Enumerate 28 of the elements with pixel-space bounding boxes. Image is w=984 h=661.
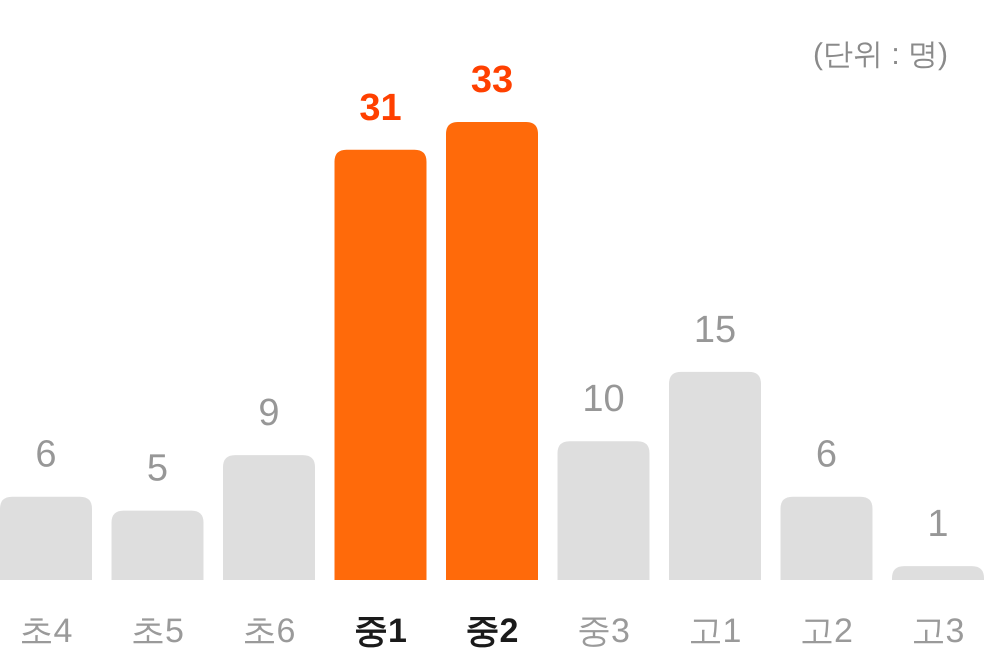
bar xyxy=(446,122,538,580)
data-label: 15 xyxy=(694,308,736,351)
data-label: 33 xyxy=(470,59,514,101)
x-tick-label: 초6 xyxy=(242,612,296,650)
x-tick-label: 중2 xyxy=(466,612,518,650)
x-tick-label: 초4 xyxy=(20,612,72,650)
text: (단위 : 명) xyxy=(813,38,948,71)
data-label: 6 xyxy=(816,434,838,476)
x-tick-label: 중3 xyxy=(577,612,630,650)
data-label: 1 xyxy=(927,503,949,546)
bar xyxy=(112,510,204,580)
bar xyxy=(558,441,650,580)
bar xyxy=(892,566,984,580)
x-tick-label: 고3 xyxy=(912,612,964,650)
x-tick-label: 고1 xyxy=(688,612,742,650)
data-label: 5 xyxy=(146,448,168,490)
bar xyxy=(669,372,761,580)
data-label: 10 xyxy=(582,378,625,420)
x-tick-label: 초5 xyxy=(131,612,184,650)
data-label: 9 xyxy=(258,392,280,434)
bar xyxy=(780,496,872,580)
data-label: 6 xyxy=(35,434,57,476)
x-tick-label: 중1 xyxy=(354,612,407,650)
x-tick-label: 고2 xyxy=(800,612,853,650)
bar xyxy=(334,150,426,580)
bar xyxy=(223,455,315,580)
data-label: 31 xyxy=(359,86,402,129)
bar xyxy=(0,496,92,580)
